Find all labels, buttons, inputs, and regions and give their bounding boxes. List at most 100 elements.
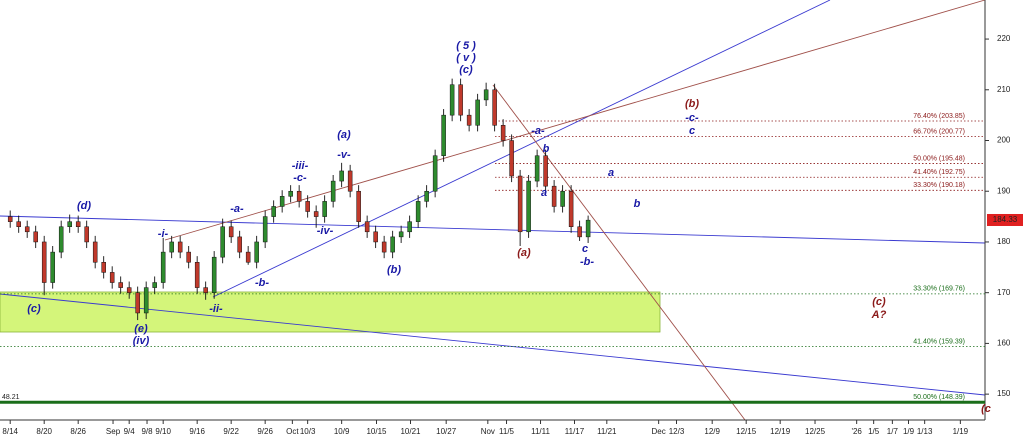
y-tick-label: 160 [997,339,1011,348]
wave-label: (iv) [133,335,150,347]
y-tick-label: 190 [997,186,1011,195]
wave-label: ( 5 ) [456,40,476,52]
candle-body [415,201,421,222]
wave-label: (c [981,403,991,415]
x-tick-label: 11/5 [499,427,515,436]
x-tick-label: 1/13 [917,427,933,436]
y-tick-label: 210 [997,85,1011,94]
wave-label: -iv- [317,225,334,237]
candle-body [568,190,574,227]
x-tick-label: 10/21 [400,427,421,436]
candle-body [551,185,557,207]
candle-body [84,226,89,243]
wave-label: (d) [77,200,91,212]
candle-body [220,226,225,258]
candle-body [101,261,106,273]
trend-lines [0,0,986,421]
candle-body [356,190,361,222]
x-tick-label: Dec [652,427,666,436]
wave-label: -a- [531,125,545,137]
candle-body [126,287,132,293]
wave-label: c [689,125,695,137]
candle-body [398,231,404,238]
x-tick-label: 11/17 [565,427,585,436]
wave-label: A? [871,309,887,321]
candle-body [160,251,166,283]
wave-label: -b- [580,256,594,268]
x-tick-label: 8/14 [2,427,18,436]
candle-body [33,231,38,243]
candle-body [186,251,191,263]
candle-body [313,211,319,217]
candle-body [517,175,523,233]
candle-body [211,256,217,293]
candle-body [373,231,378,243]
trend-line [492,84,746,421]
candle-body [135,292,140,314]
x-tick-label: 1/5 [868,427,880,436]
wave-label: (b) [685,98,699,110]
fib-label: 50.00% (195.48) [913,155,965,162]
y-tick-label: 180 [997,237,1011,246]
candle-body [560,190,565,207]
last-price-tag [987,213,1023,226]
x-tick-label: 12/15 [736,427,757,436]
y-tick-label: 200 [997,136,1011,145]
wave-label: -i- [158,228,169,240]
candle-body [118,282,123,288]
x-tick-label: '26 [851,427,862,436]
candle-body [92,241,98,263]
x-tick-label: 9/26 [257,427,273,436]
candle-body [16,221,21,227]
x-tick-label: 12/25 [805,427,826,436]
candle-body [228,226,234,238]
y-tick-label: 150 [997,389,1011,398]
x-tick-label: 9/16 [189,427,205,436]
candle-body [339,170,344,182]
x-tick-label: 1/7 [887,427,899,436]
candle-body [432,155,438,192]
wave-label: -b- [255,277,269,289]
x-tick-label: 12/3 [669,427,685,436]
fib-label: 41.40% (159.39) [913,338,965,345]
fib-label: 33.30% (190.18) [913,182,965,189]
candle-body [381,241,387,253]
candle-body [194,261,200,288]
wave-label: b [634,198,641,210]
wave-label: (c) [27,303,41,315]
wave-label: -c- [685,112,699,124]
candle-body [534,155,540,182]
wave-label: ( v ) [456,52,476,64]
candle-body [41,241,47,283]
candle-body [492,89,497,126]
candle-body [441,114,446,156]
candle-body [245,251,251,263]
fib-label: 50.00% (148.39) [913,394,965,401]
candle-body [475,99,480,126]
candle-body [279,196,285,207]
candle-body [237,236,242,253]
x-tick-label: 9/4 [124,427,136,436]
candle-body [330,180,336,202]
trend-line [0,293,986,396]
candle-body [143,287,149,314]
fib-label: 66.70% (200.77) [913,128,965,135]
x-tick-label: 10/27 [436,427,457,436]
wave-label: (e) [134,323,148,335]
candle-body [305,201,310,212]
candle-body [169,241,174,253]
candle-body [109,272,115,283]
wave-label: -c- [293,172,307,184]
wave-label: -iii- [292,160,309,172]
candle-body [296,190,302,202]
x-tick-label: 8/20 [36,427,52,436]
y-tick-label: 170 [997,288,1011,297]
x-tick-label: 9/8 [141,427,153,436]
candle-body [203,287,208,293]
support-zone [0,291,661,333]
x-tick-label: Sep [106,427,121,436]
candle-body [390,236,395,253]
candle-body [424,190,429,202]
wave-label: -v- [337,149,351,161]
